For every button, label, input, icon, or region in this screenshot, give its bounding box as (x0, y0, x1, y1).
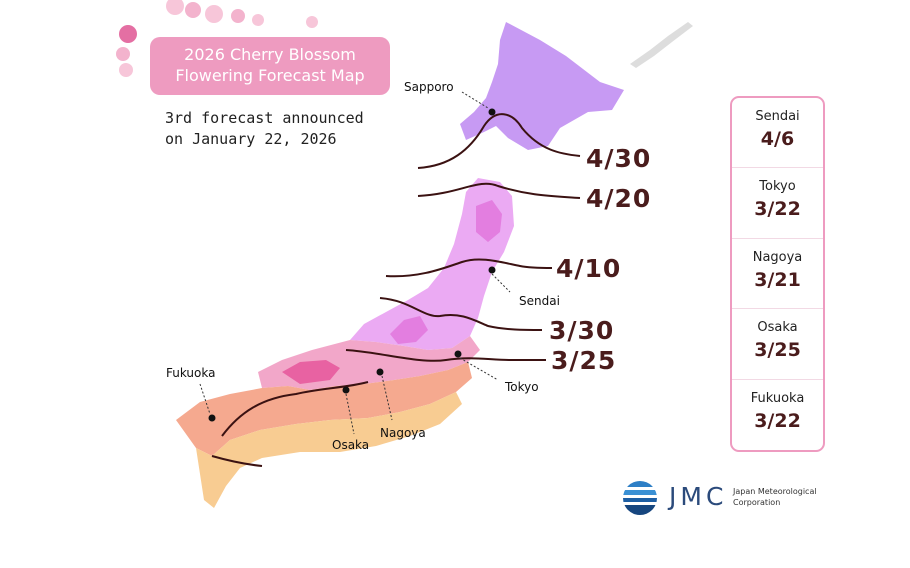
kuril-islands (630, 22, 693, 68)
forecast-city: Tokyo (759, 179, 796, 195)
city-markers (208, 108, 496, 422)
osaka-dot (342, 386, 350, 394)
leader-lines (199, 91, 511, 435)
title-line-1: 2026 Cherry Blossom (184, 45, 356, 64)
forecast-city: Osaka (757, 320, 798, 336)
jmc-logo-icon (623, 481, 657, 515)
forecast-city: Fukuoka (750, 390, 805, 406)
forecast-city: Nagoya (752, 249, 803, 265)
isoline-south (211, 455, 263, 467)
isoline-3-25 (345, 349, 546, 362)
isoline-label-3-30: 3/30 (549, 316, 615, 345)
subtitle-line-2: on January 22, 2026 (165, 130, 337, 148)
forecast-item-nagoya: Nagoya 3/21 (732, 239, 823, 310)
forecast-date: 3/22 (754, 409, 801, 432)
forecast-date: 4/6 (760, 128, 795, 150)
city-label-fukuoka: Fukuoka (166, 366, 216, 380)
isoline-4-10 (385, 258, 553, 278)
isoline-3-30 (379, 297, 543, 331)
isoline-label-4-10: 4/10 (556, 254, 622, 283)
jmc-wordmark: JMC (669, 482, 728, 511)
sendai-dot (488, 266, 496, 274)
forecast-item-tokyo: Tokyo 3/22 (732, 168, 823, 239)
nagoya-dot (376, 368, 384, 376)
forecast-subtitle: 3rd forecast announced on January 22, 20… (165, 108, 364, 150)
forecast-city: Sendai (755, 109, 800, 124)
forecast-item-sendai: Sendai 4/6 (732, 98, 823, 169)
isoline-4-20 (417, 182, 581, 199)
forecast-item-fukuoka: Fukuoka 3/22 (732, 380, 823, 450)
isoline-label-4-20: 4/20 (586, 184, 652, 213)
sapporo-dot (488, 108, 496, 116)
corp-line-2: Corporation (733, 498, 781, 507)
forecast-date: 3/21 (754, 268, 801, 291)
tokyo-dot (454, 350, 462, 358)
isoline-4-30 (417, 113, 581, 169)
fukuoka-dot (208, 414, 216, 422)
north-core-region (390, 200, 502, 344)
title-line-2: Flowering Forecast Map (175, 66, 365, 85)
city-label-osaka: Osaka (332, 438, 370, 452)
city-label-sapporo: Sapporo (404, 80, 454, 94)
central-core-region (282, 360, 340, 384)
isolines (211, 113, 581, 467)
isoline-west (221, 381, 369, 437)
city-label-nagoya: Nagoya (380, 426, 426, 440)
blossom-decoration (116, 0, 318, 77)
hokkaido-island (460, 22, 624, 150)
city-label-sendai: Sendai (519, 294, 560, 308)
isoline-label-4-30: 4/30 (586, 144, 652, 173)
forecast-date: 3/25 (754, 339, 801, 362)
jmc-corporation-name: Japan Meteorological Corporation (733, 486, 817, 508)
isoline-label-3-25: 3/25 (551, 346, 617, 375)
forecast-panel: Sendai 4/6 Tokyo 3/22 Nagoya 3/21 Osaka … (730, 96, 825, 452)
map-title: 2026 Cherry Blossom Flowering Forecast M… (150, 37, 390, 95)
city-label-tokyo: Tokyo (505, 380, 539, 394)
corp-line-1: Japan Meteorological (733, 487, 817, 496)
forecast-item-osaka: Osaka 3/25 (732, 309, 823, 380)
west-region (176, 362, 472, 456)
south-region (196, 392, 462, 508)
subtitle-line-1: 3rd forecast announced (165, 109, 364, 127)
forecast-date: 3/22 (754, 198, 801, 221)
north-honshu-region (350, 178, 514, 350)
